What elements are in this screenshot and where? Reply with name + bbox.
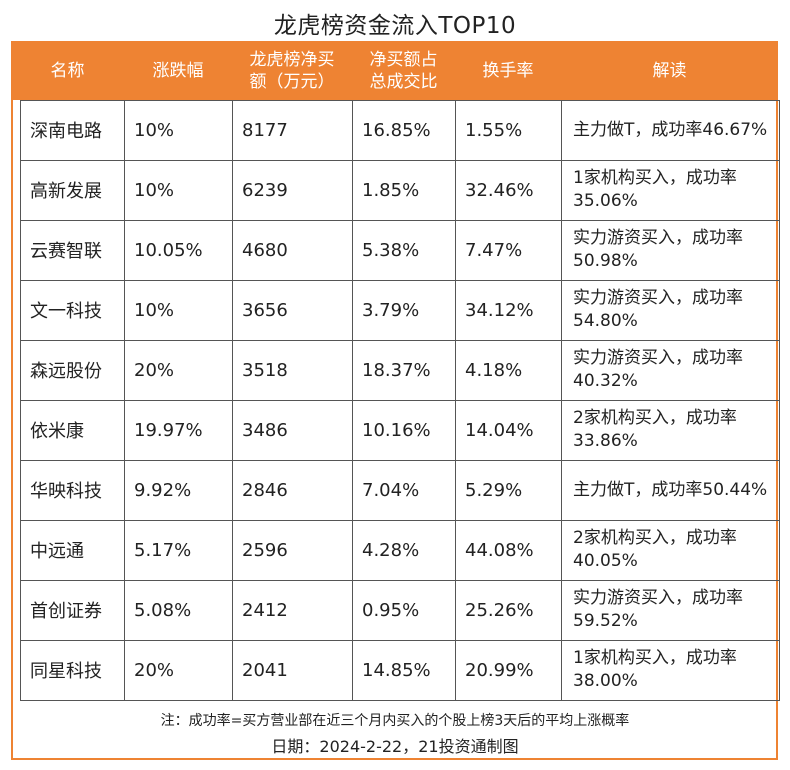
cell-net-buy: 8177 bbox=[242, 119, 288, 141]
header-net-buy: 龙虎榜净买额（万元） bbox=[232, 41, 352, 100]
date-credit: 日期：2024-2-22，21投资通制图 bbox=[271, 737, 519, 756]
grid-line bbox=[20, 520, 780, 521]
cell-interpretation: 1家机构买入，成功率35.06% bbox=[573, 168, 737, 211]
cell-turnover: 34.12% bbox=[465, 299, 534, 321]
cell-turnover: 7.47% bbox=[465, 239, 523, 261]
cell-change: 19.97% bbox=[134, 419, 203, 441]
cell-turnover: 32.46% bbox=[465, 179, 534, 201]
table-row: 云赛智联 10.05% 4680 5.38% 7.47% 实力游资买入，成功率50.98% bbox=[20, 220, 780, 280]
cell-turnover: 25.26% bbox=[465, 599, 534, 621]
cell-net-ratio: 10.16% bbox=[362, 419, 431, 441]
cell-interpretation: 2家机构买入，成功率40.05% bbox=[573, 528, 737, 571]
cell-turnover: 20.99% bbox=[465, 659, 534, 681]
grid-line bbox=[20, 580, 780, 581]
header-net-ratio: 净买额占总成交比 bbox=[352, 41, 455, 100]
footnote: 注：成功率=买方营业部在近三个月内买入的个股上榜3天后的平均上涨概率 bbox=[160, 713, 630, 729]
cell-name: 森远股份 bbox=[30, 361, 102, 382]
cell-interpretation: 主力做T，成功率46.67% bbox=[573, 119, 768, 140]
cell-name: 中远通 bbox=[30, 541, 84, 562]
cell-net-ratio: 16.85% bbox=[362, 119, 431, 141]
table-row: 中远通 5.17% 2596 4.28% 44.08% 2家机构买入，成功率40.05% bbox=[20, 520, 780, 580]
cell-net-buy: 2412 bbox=[242, 599, 288, 621]
cell-change: 10% bbox=[134, 119, 175, 141]
table-row: 同星科技 20% 2041 14.85% 20.99% 1家机构买入，成功率38.00% bbox=[20, 640, 780, 700]
cell-change: 10.05% bbox=[134, 239, 203, 261]
header-change: 涨跌幅 bbox=[152, 60, 204, 81]
grid-line bbox=[20, 460, 780, 461]
cell-name: 高新发展 bbox=[30, 181, 102, 202]
cell-net-ratio: 0.95% bbox=[362, 599, 420, 621]
cell-turnover: 5.29% bbox=[465, 479, 523, 501]
cell-net-buy: 2846 bbox=[242, 479, 288, 501]
cell-name: 依米康 bbox=[30, 421, 84, 442]
cell-net-buy: 4680 bbox=[242, 239, 288, 261]
header-net-buy-text: 龙虎榜净买额（万元） bbox=[249, 49, 335, 92]
cell-turnover: 4.18% bbox=[465, 359, 523, 381]
cell-turnover: 44.08% bbox=[465, 539, 534, 561]
cell-net-buy: 2041 bbox=[242, 659, 288, 681]
grid-line bbox=[20, 640, 780, 641]
cell-interpretation: 实力游资买入，成功率40.32% bbox=[573, 348, 743, 391]
cell-interpretation: 主力做T，成功率50.44% bbox=[573, 479, 768, 500]
table-row: 依米康 19.97% 3486 10.16% 14.04% 2家机构买入，成功率33.86… bbox=[20, 400, 780, 460]
cell-name: 首创证券 bbox=[30, 601, 102, 622]
cell-interpretation: 2家机构买入，成功率33.86% bbox=[573, 408, 737, 451]
cell-net-ratio: 1.85% bbox=[362, 179, 420, 201]
cell-change: 20% bbox=[134, 659, 175, 681]
grid-line bbox=[20, 280, 780, 281]
cell-name: 华映科技 bbox=[30, 481, 102, 502]
grid-line bbox=[20, 100, 780, 101]
grid-line bbox=[20, 160, 780, 161]
table-row: 华映科技 9.92% 2846 7.04% 5.29% 主力做T，成功率50.44% bbox=[20, 460, 780, 520]
header-name: 名称 bbox=[50, 60, 85, 81]
header-turnover: 换手率 bbox=[482, 60, 534, 81]
cell-net-buy: 3656 bbox=[242, 299, 288, 321]
cell-net-buy: 2596 bbox=[242, 539, 288, 561]
cell-change: 10% bbox=[134, 179, 175, 201]
grid-line bbox=[20, 400, 780, 401]
cell-net-buy: 6239 bbox=[242, 179, 288, 201]
cell-interpretation: 实力游资买入，成功率59.52% bbox=[573, 588, 743, 631]
header-interpretation: 解读 bbox=[652, 60, 687, 81]
table-row: 高新发展 10% 6239 1.85% 32.46% 1家机构买入，成功率35.06% bbox=[20, 160, 780, 220]
table-row: 森远股份 20% 3518 18.37% 4.18% 实力游资买入，成功率40.32% bbox=[20, 340, 780, 400]
cell-net-ratio: 14.85% bbox=[362, 659, 431, 681]
cell-name: 文一科技 bbox=[30, 301, 102, 322]
cell-net-ratio: 18.37% bbox=[362, 359, 431, 381]
cell-name: 深南电路 bbox=[30, 121, 102, 142]
grid-line bbox=[20, 220, 780, 221]
page-title: 龙虎榜资金流入TOP10 bbox=[273, 13, 517, 39]
cell-change: 9.92% bbox=[134, 479, 192, 501]
cell-net-ratio: 4.28% bbox=[362, 539, 420, 561]
cell-turnover: 1.55% bbox=[465, 119, 523, 141]
cell-turnover: 14.04% bbox=[465, 419, 534, 441]
cell-change: 10% bbox=[134, 299, 175, 321]
cell-change: 5.17% bbox=[134, 539, 192, 561]
cell-name: 同星科技 bbox=[30, 661, 102, 682]
grid-line bbox=[20, 340, 780, 341]
cell-change: 20% bbox=[134, 359, 175, 381]
cell-net-ratio: 7.04% bbox=[362, 479, 420, 501]
cell-net-buy: 3486 bbox=[242, 419, 288, 441]
cell-name: 云赛智联 bbox=[30, 241, 102, 262]
cell-change: 5.08% bbox=[134, 599, 192, 621]
cell-net-ratio: 5.38% bbox=[362, 239, 420, 261]
cell-interpretation: 实力游资买入，成功率54.80% bbox=[573, 288, 743, 331]
cell-interpretation: 实力游资买入，成功率50.98% bbox=[573, 228, 743, 271]
grid-line bbox=[20, 700, 780, 701]
table-row: 首创证券 5.08% 2412 0.95% 25.26% 实力游资买入，成功率59.52% bbox=[20, 580, 780, 640]
table-row: 文一科技 10% 3656 3.79% 34.12% 实力游资买入，成功率54.80% bbox=[20, 280, 780, 340]
cell-net-ratio: 3.79% bbox=[362, 299, 420, 321]
table-row: 深南电路 10% 8177 16.85% 1.55% 主力做T，成功率46.67% bbox=[20, 100, 780, 160]
table-header: 名称 涨跌幅 龙虎榜净买额（万元） 净买额占总成交比 换手率 解读 bbox=[11, 41, 778, 100]
cell-net-buy: 3518 bbox=[242, 359, 288, 381]
cell-interpretation: 1家机构买入，成功率38.00% bbox=[573, 648, 737, 691]
header-net-ratio-text: 净买额占总成交比 bbox=[369, 49, 438, 92]
